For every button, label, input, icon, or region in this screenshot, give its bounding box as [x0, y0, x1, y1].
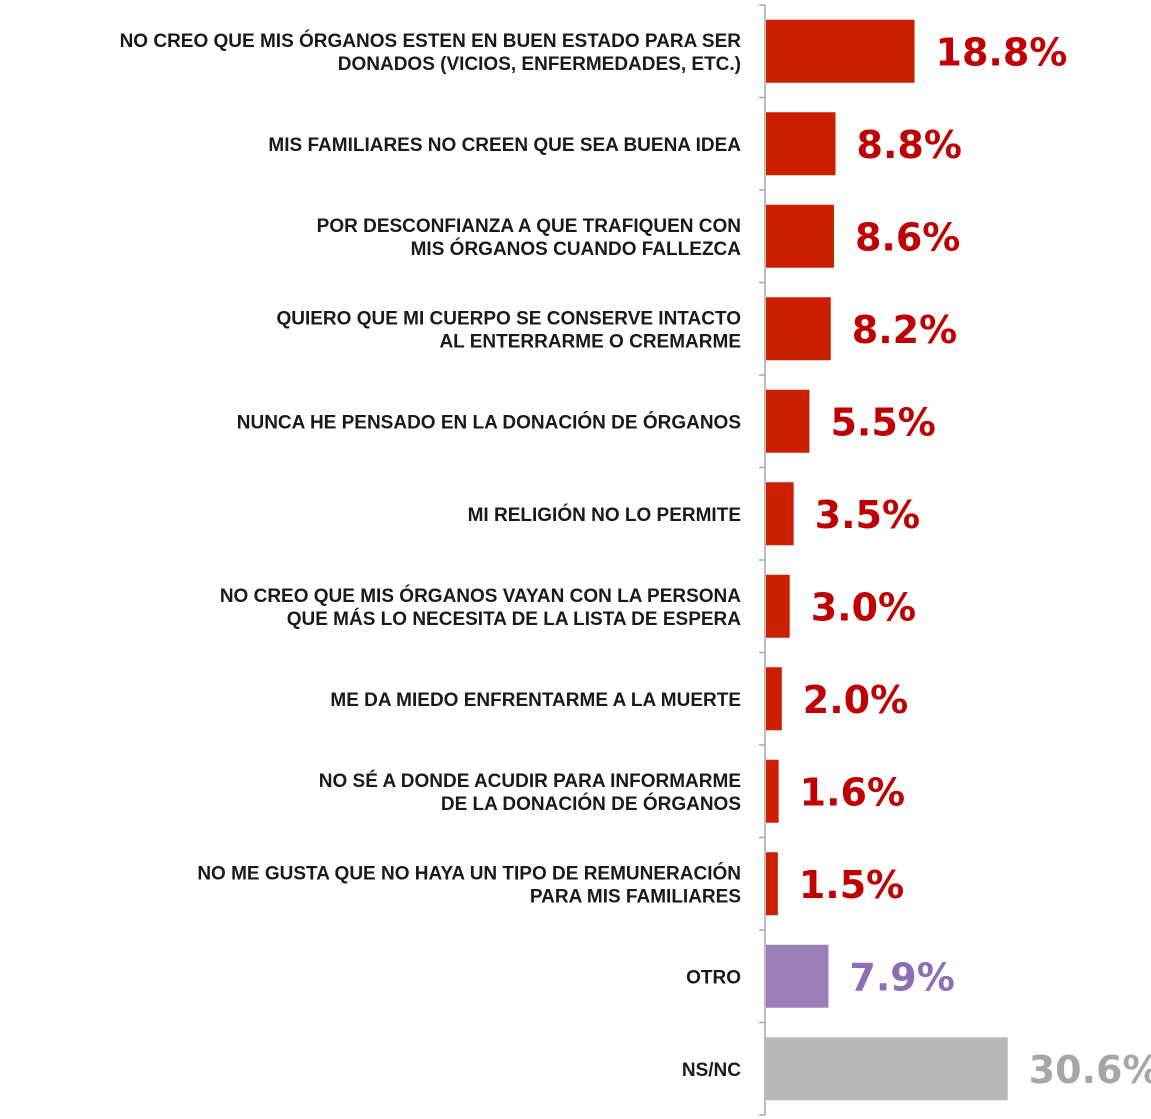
bar [766, 389, 810, 453]
bar [766, 297, 831, 361]
bar [766, 944, 829, 1008]
category-label: NUNCA HE PENSADO EN LA DONACIÓN DE ÓRGAN… [237, 411, 741, 433]
bar [766, 204, 834, 268]
category-label: POR DESCONFIANZA A QUE TRAFIQUEN CON MIS … [317, 216, 742, 260]
data-label: 5.5% [830, 400, 935, 444]
category-label-line: QUIERO QUE MI CUERPO SE CONSERVE INTACTO [276, 308, 741, 329]
category-label: NO SÉ A DONDE ACUDIR PARA INFORMARME DE L… [319, 770, 741, 815]
bar [766, 1037, 1008, 1101]
category-label-line: MI RELIGIÓN NO LO PERMITE [468, 504, 741, 526]
category-label-line: PARA MIS FAMILIARES [530, 886, 741, 907]
category-label-line: NO ME GUSTA QUE NO HAYA UN TIPO DE REMUN… [197, 862, 741, 884]
category-label: NS/NC [682, 1060, 741, 1081]
bar [766, 852, 778, 916]
data-label: 8.8% [857, 123, 962, 167]
category-label-line: AL ENTERRARME O CREMARME [439, 331, 741, 352]
category-label-line: NO SÉ A DONDE ACUDIR PARA INFORMARME [319, 770, 741, 792]
data-label: 1.5% [799, 863, 904, 907]
data-label: 8.6% [855, 215, 960, 259]
category-label-line: QUE MÁS LO NECESITA DE LA LISTA DE ESPER… [287, 608, 742, 630]
data-label: 1.6% [800, 770, 905, 814]
category-label-line: NO CREO QUE MIS ÓRGANOS VAYAN CON LA PER… [220, 585, 741, 607]
category-label-line: DONADOS (VICIOS, ENFERMEDADES, ETC.) [338, 54, 741, 75]
category-label: OTRO [686, 967, 741, 988]
data-label: 3.5% [815, 493, 920, 537]
bar [766, 574, 790, 638]
category-label-line: MIS ÓRGANOS CUANDO FALLEZCA [411, 238, 742, 260]
category-label-line: NO CREO QUE MIS ÓRGANOS ESTEN EN BUEN ES… [120, 30, 742, 52]
data-label: 7.9% [849, 955, 954, 999]
category-label: QUIERO QUE MI CUERPO SE CONSERVE INTACTO… [276, 308, 741, 352]
data-label: 18.8% [936, 30, 1068, 74]
category-label: MIS FAMILIARES NO CREEN QUE SEA BUENA ID… [268, 135, 741, 156]
data-label: 8.2% [852, 308, 957, 352]
category-label-line: OTRO [686, 967, 741, 988]
bar [766, 667, 782, 731]
data-label: 2.0% [803, 678, 908, 722]
category-label: MI RELIGIÓN NO LO PERMITE [468, 504, 741, 526]
category-label: ME DA MIEDO ENFRENTARME A LA MUERTE [330, 690, 741, 711]
category-label-line: NS/NC [682, 1060, 741, 1081]
category-label-line: NUNCA HE PENSADO EN LA DONACIÓN DE ÓRGAN… [237, 411, 741, 433]
category-label-line: MIS FAMILIARES NO CREEN QUE SEA BUENA ID… [268, 135, 741, 156]
bar [766, 19, 915, 83]
category-label-line: DE LA DONACIÓN DE ÓRGANOS [441, 793, 741, 815]
category-label-line: POR DESCONFIANZA A QUE TRAFIQUEN CON [317, 216, 741, 237]
category-label: NO CREO QUE MIS ÓRGANOS ESTEN EN BUEN ES… [120, 30, 742, 75]
category-label-line: ME DA MIEDO ENFRENTARME A LA MUERTE [330, 690, 741, 711]
bar [766, 482, 794, 546]
category-label: NO CREO QUE MIS ÓRGANOS VAYAN CON LA PER… [220, 585, 741, 630]
data-label: 30.6% [1029, 1048, 1151, 1092]
category-label: NO ME GUSTA QUE NO HAYA UN TIPO DE REMUN… [197, 862, 741, 907]
bar [766, 112, 836, 176]
bar [766, 759, 779, 823]
data-label: 3.0% [811, 585, 916, 629]
